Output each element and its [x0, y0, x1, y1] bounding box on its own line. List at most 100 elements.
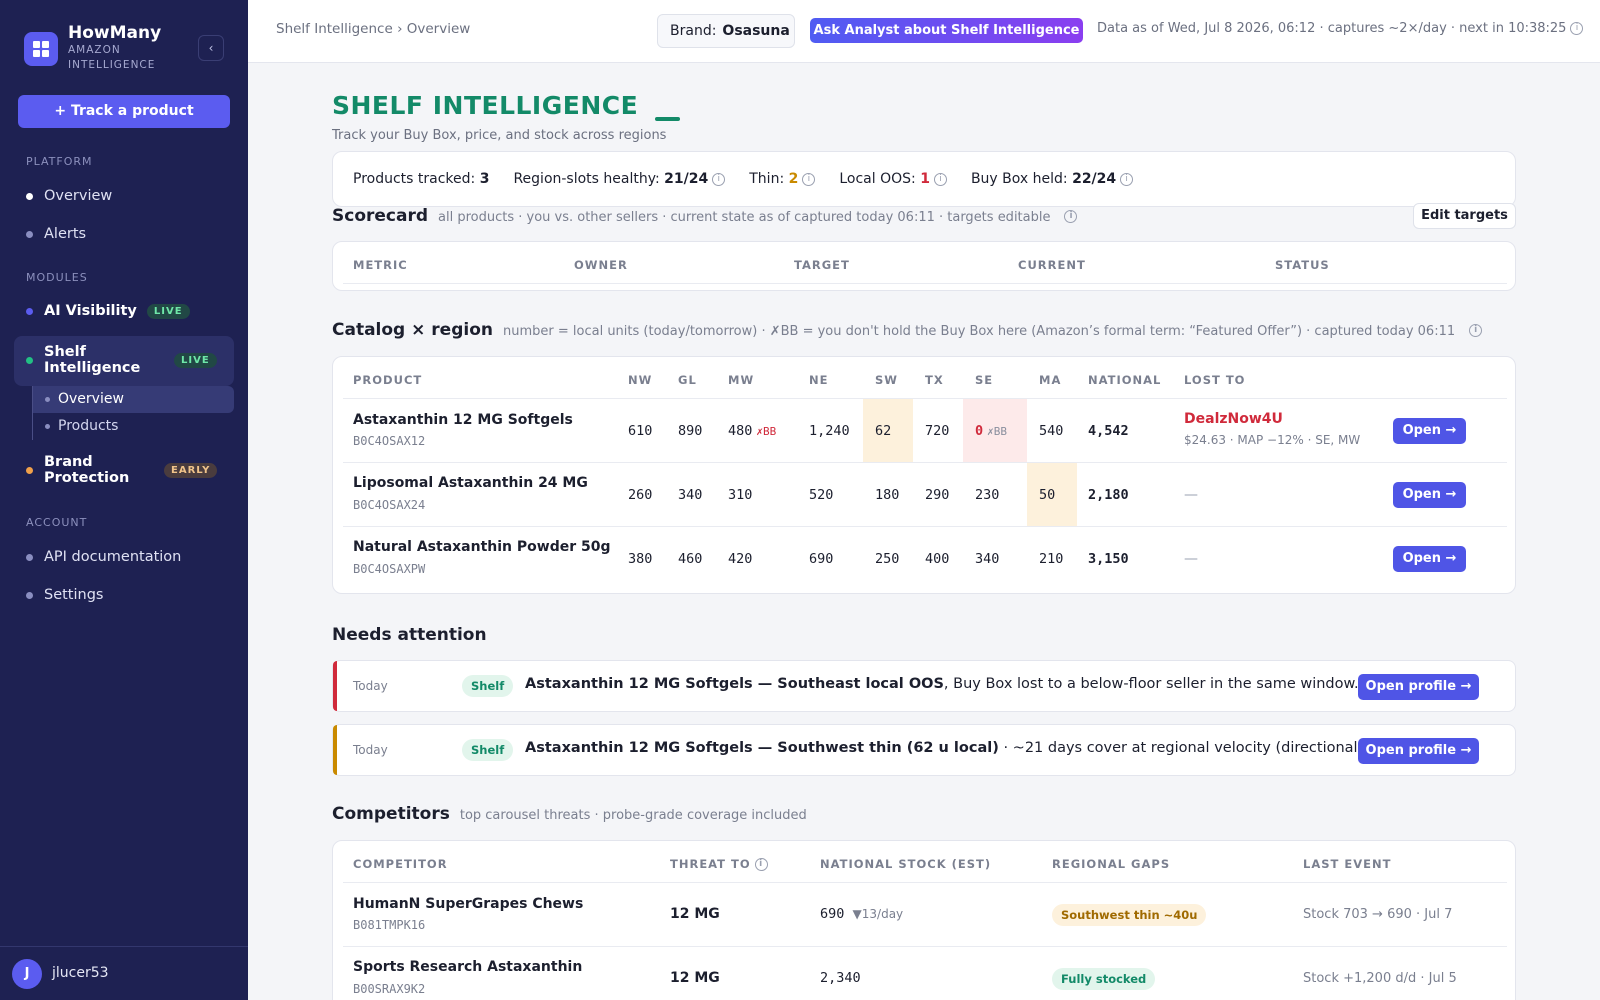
info-icon[interactable]: i	[1469, 323, 1483, 337]
column-header: COMPETITOR	[353, 857, 448, 871]
national-total: 4,542	[1088, 423, 1129, 439]
no-buybox-flag: ✗BB	[756, 425, 777, 438]
open-button[interactable]: Open →	[1393, 546, 1466, 572]
region-nw: 610	[628, 423, 653, 439]
region-tx: 400	[925, 551, 950, 567]
breadcrumb[interactable]: Shelf Intelligence › Overview	[276, 21, 471, 37]
dot-icon	[45, 396, 50, 402]
summary-value: 1	[920, 171, 930, 187]
info-icon[interactable]: i	[933, 172, 947, 186]
info-icon[interactable]: i	[712, 172, 726, 186]
threat-to: 12 MG	[670, 906, 720, 922]
edit-targets-button[interactable]: Edit targets	[1413, 203, 1516, 229]
column-header: MW	[728, 373, 755, 387]
region-ma: 540	[1039, 423, 1064, 439]
divider	[343, 946, 1507, 947]
column-header: SW	[875, 373, 898, 387]
title-underline	[655, 117, 680, 121]
data-freshness-text: Data as of Wed, Jul 8 2026, 06:12 · capt…	[1097, 21, 1567, 36]
summary-buybox: Buy Box held: 22/24 i	[971, 171, 1134, 187]
national-total: 3,150	[1088, 551, 1129, 567]
nav-label: Shelf Intelligence	[44, 344, 141, 376]
user-menu[interactable]: J jlucer53	[0, 946, 248, 1000]
column-header: LAST EVENT	[1303, 857, 1392, 871]
column-header: GL	[678, 373, 697, 387]
region-nw: 380	[628, 551, 653, 567]
info-icon[interactable]: i	[802, 172, 816, 186]
dot-icon	[26, 553, 33, 561]
summary-label: Products tracked:	[353, 171, 476, 187]
info-icon[interactable]: i	[1570, 22, 1584, 35]
open-profile-button[interactable]: Open profile →	[1358, 674, 1479, 700]
alert-time: Today	[353, 679, 388, 693]
alert-headline: Astaxanthin 12 MG Softgels — Southwest t…	[525, 740, 999, 756]
brand-subtitle: AMAZON INTELLIGENCE	[68, 44, 156, 71]
region-tx: 720	[925, 423, 950, 439]
divider	[343, 398, 1507, 399]
product-name: Natural Astaxanthin Powder 50g	[353, 539, 611, 555]
competitors-note: top carousel threats · probe-grade cover…	[459, 808, 807, 823]
product-asin: B0C4OSAX12	[353, 434, 426, 448]
page-subtitle: Track your Buy Box, price, and stock acr…	[332, 128, 667, 143]
sidebar-item-brand-protection[interactable]: Brand Protection EARLY	[26, 454, 224, 486]
open-button[interactable]: Open →	[1393, 482, 1466, 508]
divider	[343, 283, 1507, 284]
open-button[interactable]: Open →	[1393, 418, 1466, 444]
summary-products: Products tracked: 3	[353, 171, 489, 187]
nav-label: Brand Protection	[44, 454, 130, 486]
region-gl: 460	[678, 551, 703, 567]
region-mw: 420	[728, 551, 753, 567]
alert-item[interactable]: Today Shelf Astaxanthin 12 MG Softgels —…	[332, 724, 1516, 776]
section-title-text: Competitors	[332, 804, 450, 824]
early-badge: EARLY	[164, 462, 218, 478]
lost-to-seller: —	[1184, 487, 1198, 503]
summary-value: 3	[479, 171, 490, 187]
data-freshness: Data as of Wed, Jul 8 2026, 06:12 · capt…	[1097, 21, 1584, 36]
region-sw: 250	[875, 551, 900, 567]
username: jlucer53	[52, 965, 109, 981]
divider	[343, 882, 1507, 883]
brand-select[interactable]: Brand: Osasuna	[657, 14, 795, 48]
ask-analyst-button[interactable]: Ask Analyst about Shelf Intelligence	[810, 18, 1083, 43]
summary-value: 22/24	[1072, 171, 1117, 187]
column-header: CURRENT	[1018, 258, 1086, 272]
threat-to: 12 MG	[670, 970, 720, 986]
brand[interactable]: HowMany AMAZON INTELLIGENCE	[24, 22, 224, 72]
alert-message: Astaxanthin 12 MG Softgels — Southwest t…	[525, 740, 1395, 756]
subnav-label: Overview	[58, 391, 124, 407]
region-ne: 1,240	[809, 423, 850, 439]
region-se: 230	[975, 487, 1000, 503]
competitor-name: Sports Research Astaxanthin	[353, 959, 583, 975]
scorecard-note: all products · you vs. other sellers · c…	[438, 210, 1051, 225]
region-se: 340	[975, 551, 1000, 567]
sidebar-item-api-docs[interactable]: API documentation	[26, 549, 181, 565]
sidebar-subitem-products[interactable]: Products	[32, 413, 234, 440]
info-icon[interactable]: i	[754, 858, 768, 871]
sidebar-item-settings[interactable]: Settings	[26, 587, 103, 603]
sidebar-item-ai-visibility[interactable]: AI Visibility LIVE	[26, 303, 190, 319]
track-product-button[interactable]: + Track a product	[18, 95, 230, 128]
cell-value: 0	[975, 423, 984, 439]
info-icon[interactable]: i	[1064, 209, 1078, 223]
catalog-title: Catalog × region number = local units (to…	[332, 320, 1483, 340]
alert-item[interactable]: Today Shelf Astaxanthin 12 MG Softgels —…	[332, 660, 1516, 712]
open-profile-button[interactable]: Open profile →	[1358, 738, 1479, 764]
no-buybox-flag: ✗BB	[987, 425, 1008, 438]
alert-message: Astaxanthin 12 MG Softgels — Southeast l…	[525, 676, 1359, 692]
alert-detail: , Buy Box lost to a below-floor seller i…	[943, 676, 1359, 692]
competitor-asin: B00SRAX9K2	[353, 982, 426, 996]
info-icon[interactable]: i	[1120, 172, 1134, 186]
region-sw: 62	[875, 423, 892, 439]
alert-tag: Shelf	[462, 675, 514, 697]
regional-gap-badge: Fully stocked	[1052, 968, 1156, 990]
column-header: NATIONAL	[1088, 373, 1162, 387]
brand-label: Brand:	[670, 23, 717, 39]
section-title-text: Catalog × region	[332, 320, 493, 340]
sidebar-item-alerts[interactable]: Alerts	[26, 226, 86, 242]
chevron-left-icon[interactable]: ‹	[198, 35, 224, 61]
sidebar-subitem-overview[interactable]: Overview	[32, 386, 234, 413]
avatar: J	[12, 959, 42, 989]
sidebar-item-overview[interactable]: Overview	[26, 188, 112, 204]
lost-to-seller[interactable]: DealzNow4U	[1184, 411, 1283, 427]
